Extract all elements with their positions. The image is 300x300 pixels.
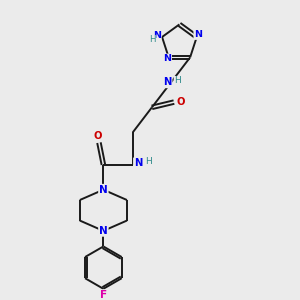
Text: N: N (163, 77, 172, 87)
Text: H: H (145, 157, 152, 166)
Text: N: N (163, 54, 171, 63)
Text: N: N (99, 226, 108, 236)
Text: H: H (149, 35, 156, 44)
Text: O: O (176, 97, 185, 107)
Text: F: F (100, 290, 107, 300)
Text: N: N (153, 31, 161, 40)
Text: N: N (134, 158, 142, 168)
Text: H: H (174, 76, 181, 85)
Text: N: N (99, 185, 108, 195)
Text: O: O (93, 131, 102, 141)
Text: N: N (194, 30, 202, 39)
